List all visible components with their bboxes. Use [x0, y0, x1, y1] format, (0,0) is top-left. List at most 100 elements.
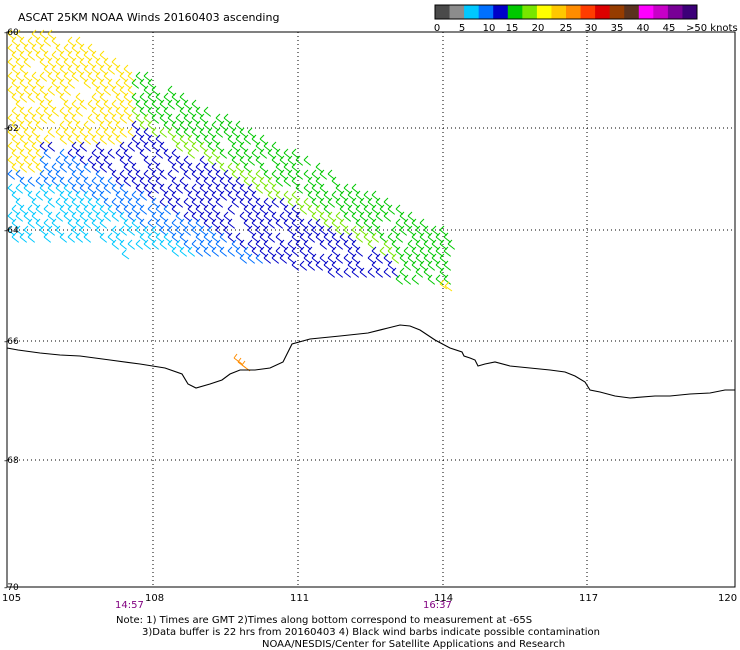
wind-barb [119, 211, 128, 222]
wind-barb [83, 204, 92, 215]
wind-barb [135, 197, 144, 208]
wind-barb [255, 253, 264, 264]
wind-barb [159, 99, 168, 110]
wind-barb [123, 92, 132, 103]
wind-barb [151, 239, 160, 250]
wind-barb [191, 113, 200, 124]
wind-barb [19, 106, 28, 117]
wind-barb [307, 218, 316, 229]
wind-barb [359, 267, 368, 278]
wind-barb [399, 225, 408, 236]
wind-barb [123, 176, 132, 187]
wind-barb [227, 148, 236, 159]
wind-barb [431, 239, 440, 250]
wind-barb [327, 197, 336, 208]
wind-barb [119, 113, 128, 124]
wind-barb [119, 85, 128, 96]
wind-barb [75, 148, 84, 159]
wind-barb [259, 246, 268, 257]
wind-barb [175, 113, 184, 124]
wind-barb [55, 211, 64, 222]
wind-barb [75, 204, 84, 215]
latitude-labels: -60 -62 -64 -66 -68 -70 [4, 28, 19, 593]
wind-barb [291, 176, 300, 187]
wind-barb [11, 148, 20, 159]
wind-barb [15, 183, 24, 194]
wind-barb [351, 239, 360, 250]
wind-barb [331, 232, 340, 243]
wind-barb [139, 106, 148, 117]
wind-barb [303, 253, 312, 264]
wind-barb [375, 253, 384, 264]
wind-barb [95, 197, 104, 208]
wind-barb [147, 162, 156, 173]
wind-barb [95, 183, 104, 194]
wind-barb [143, 141, 152, 152]
wind-barb [427, 274, 436, 285]
wind-barb [263, 211, 272, 222]
wind-barb [127, 225, 136, 236]
lon-label-114: 114 [434, 593, 453, 604]
wind-barb [67, 176, 76, 187]
wind-barb [271, 211, 280, 222]
wind-barb [171, 190, 180, 201]
wind-barb [59, 120, 68, 131]
wind-barbs [7, 29, 456, 372]
wind-barb [11, 106, 20, 117]
wind-barb [183, 155, 192, 166]
wind-barb [107, 148, 116, 159]
wind-barb [287, 197, 296, 208]
wind-barb [71, 225, 80, 236]
wind-barb [439, 279, 448, 290]
wind-barb [47, 57, 56, 68]
wind-barb [371, 246, 380, 257]
wind-barb [15, 113, 24, 124]
wind-barb [287, 225, 296, 236]
wind-barb [159, 211, 168, 222]
wind-barb [7, 43, 16, 54]
wind-barb [367, 211, 376, 222]
wind-barb [263, 225, 272, 236]
time-label-start: 14:57 [115, 600, 144, 611]
wind-barb [255, 211, 264, 222]
wind-barb [419, 260, 428, 271]
wind-barb [163, 120, 172, 131]
wind-barb [287, 253, 296, 264]
wind-barb [363, 218, 372, 229]
wind-barb [71, 155, 80, 166]
wind-barb [55, 43, 64, 54]
wind-barb [23, 211, 32, 222]
wind-barb [263, 183, 272, 194]
wind-barb [119, 71, 128, 82]
wind-barb [67, 50, 76, 61]
wind-barb [115, 78, 124, 89]
wind-barb [59, 78, 68, 89]
wind-barb [87, 57, 96, 68]
wind-barb [95, 169, 104, 180]
wind-barb [87, 99, 96, 110]
wind-barb [339, 218, 348, 229]
wind-barb [423, 267, 432, 278]
wind-barb [315, 218, 324, 229]
wind-barb [143, 71, 152, 82]
wind-barb [15, 43, 24, 54]
wind-barb [219, 190, 228, 201]
wind-barb [259, 134, 268, 145]
wind-barb [43, 92, 52, 103]
wind-barb [7, 183, 16, 194]
wind-barb [363, 204, 372, 215]
colorbar-label: >50 knots [686, 23, 738, 34]
wind-barb [283, 176, 292, 187]
wind-barb [123, 78, 132, 89]
wind-barb [439, 253, 448, 264]
wind-barb [151, 113, 160, 124]
wind-barb [251, 204, 260, 215]
wind-barb [331, 190, 340, 201]
wind-barb [291, 148, 300, 159]
wind-barb [195, 232, 204, 243]
wind-barb [83, 232, 92, 243]
wind-barb [191, 141, 200, 152]
wind-barb [47, 211, 56, 222]
wind-barb [79, 155, 88, 166]
lon-label-120: 120 [718, 593, 737, 604]
